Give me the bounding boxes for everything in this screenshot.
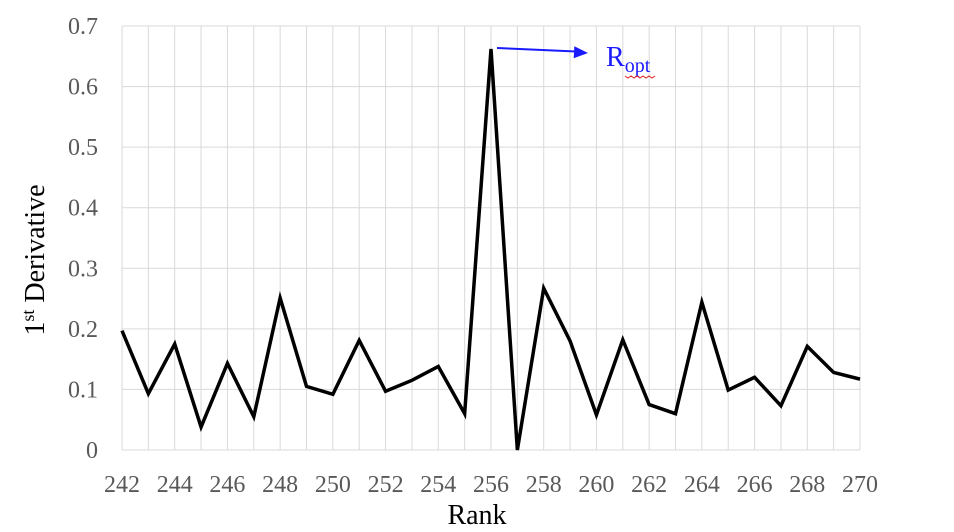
x-tick-label: 258 bbox=[526, 472, 562, 498]
x-tick-label: 246 bbox=[209, 472, 245, 498]
y-axis-title: 1st Derivative bbox=[18, 184, 51, 335]
annotation-arrow-head bbox=[573, 46, 588, 59]
annotation-main: R bbox=[606, 42, 625, 73]
y-tick-label: 0.3 bbox=[68, 256, 98, 282]
x-tick-label: 266 bbox=[737, 472, 773, 498]
x-tick-label: 256 bbox=[473, 472, 509, 498]
x-tick-label: 254 bbox=[420, 472, 456, 498]
y-tick-label: 0.4 bbox=[68, 196, 98, 222]
x-tick-label: 252 bbox=[368, 472, 404, 498]
x-tick-label: 244 bbox=[157, 472, 193, 498]
x-tick-label: 250 bbox=[315, 472, 351, 498]
x-tick-label: 264 bbox=[684, 472, 720, 498]
x-tick-label: 242 bbox=[104, 472, 140, 498]
x-tick-labels: 242 244 246 248 250 252 254 256 258 260 262 264 266 2… bbox=[104, 472, 878, 498]
y-axis-title-main: 1 bbox=[20, 322, 51, 336]
x-tick-label: 268 bbox=[789, 472, 825, 498]
series-line bbox=[120, 48, 861, 451]
y-tick-label: 0.5 bbox=[68, 135, 98, 161]
x-tick-label: 248 bbox=[262, 472, 298, 498]
y-tick-label: 0.7 bbox=[68, 14, 98, 40]
x-tick-label: 270 bbox=[842, 472, 878, 498]
y-tick-label: 0.1 bbox=[68, 377, 98, 403]
data-series bbox=[120, 48, 861, 451]
annotation-arrow bbox=[496, 47, 577, 53]
spellcheck-underline bbox=[624, 75, 656, 79]
x-axis-title: Rank bbox=[447, 500, 506, 531]
y-tick-label: 0.2 bbox=[68, 317, 98, 343]
x-tick-label: 262 bbox=[631, 472, 667, 498]
y-axis-title-sup: st bbox=[18, 310, 38, 322]
y-axis-title-rest: Derivative bbox=[20, 184, 51, 309]
annotation-label: Ropt bbox=[606, 42, 651, 77]
annotation: Ropt bbox=[496, 42, 656, 79]
annotation-sub: opt bbox=[625, 55, 651, 77]
y-tick-labels: 0 0.1 0.2 0.3 0.4 0.5 0.6 0.7 bbox=[68, 14, 98, 464]
y-tick-label: 0 bbox=[86, 438, 98, 464]
grid-lines bbox=[121, 25, 861, 451]
y-tick-label: 0.6 bbox=[68, 75, 98, 101]
x-tick-label: 260 bbox=[578, 472, 614, 498]
